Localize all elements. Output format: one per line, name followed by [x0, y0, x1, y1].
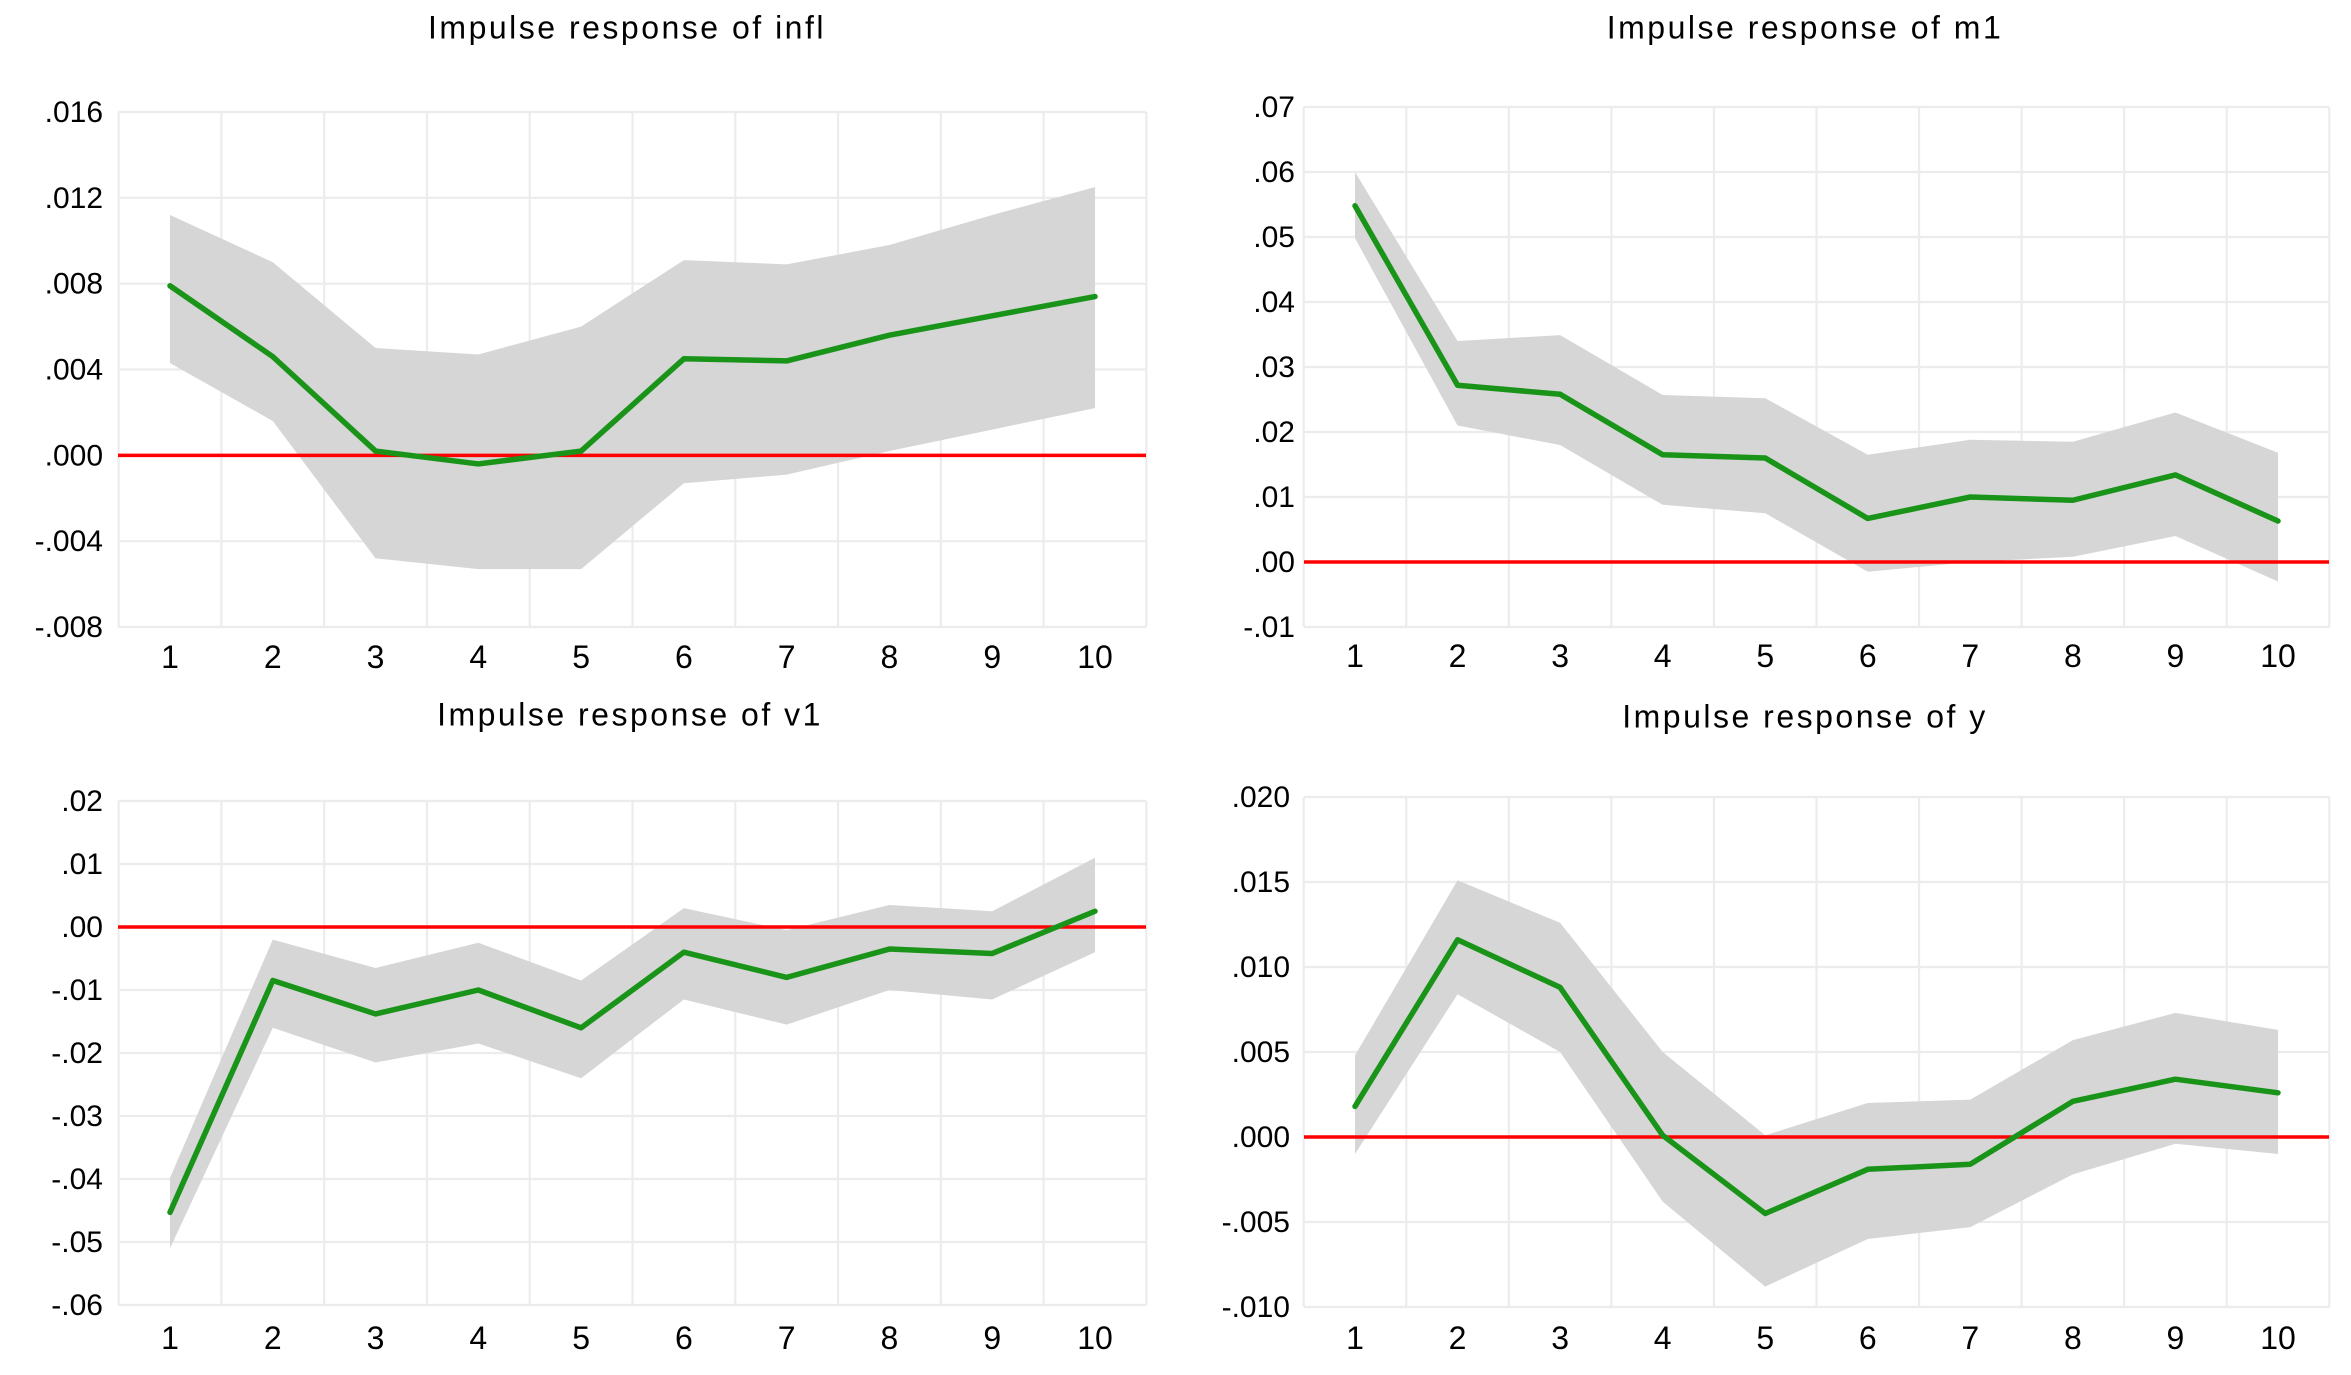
x-tick-label: 9 — [2167, 1320, 2185, 1356]
x-tick-label: 5 — [1756, 638, 1774, 674]
x-tick-label: 9 — [983, 1320, 1001, 1356]
x-tick-label: 3 — [367, 639, 385, 675]
x-tick-label: 3 — [1551, 1320, 1569, 1356]
y-tick-label: -.004 — [35, 525, 103, 558]
y-tick-label: .020 — [1232, 781, 1290, 814]
y-tick-label: .016 — [45, 96, 103, 129]
x-tick-label: 5 — [1756, 1320, 1774, 1356]
y-tick-label: .07 — [1253, 91, 1295, 124]
irf-line — [167, 908, 1098, 1216]
x-tick-label: 2 — [1449, 638, 1467, 674]
x-tick-label: 2 — [264, 1320, 282, 1356]
chart-title-y: Impulse response of y — [1622, 698, 1988, 735]
x-tick-label: 9 — [983, 639, 1001, 675]
x-tick-label: 7 — [778, 639, 796, 675]
y-tick-label: .01 — [1253, 481, 1295, 514]
y-tick-label: .02 — [1253, 416, 1295, 449]
y-tick-label: .06 — [1253, 156, 1295, 189]
irf-line — [167, 283, 1098, 467]
x-tick-label: 7 — [778, 1320, 796, 1356]
irf-line — [1352, 937, 2281, 1217]
y-tick-label: .005 — [1232, 1036, 1290, 1069]
y-tick-label: .004 — [45, 354, 103, 387]
x-tick-label: 5 — [572, 639, 590, 675]
y-tick-label: -.06 — [51, 1289, 103, 1322]
chart-impulse-response-infl: .016 .012 .008 .004 .000 -.004 -.008 1 2 3 4 5 6 7 8 9 1… — [35, 96, 1148, 675]
chart-title-m1: Impulse response of m1 — [1606, 9, 2004, 46]
x-tick-label: 6 — [675, 639, 693, 675]
x-tick-label: 4 — [469, 1320, 487, 1356]
x-tick-label: 2 — [1449, 1320, 1467, 1356]
chart-title-v1: Impulse response of v1 — [437, 696, 823, 733]
y-tick-label: -.05 — [51, 1226, 103, 1259]
x-tick-label: 6 — [1859, 1320, 1877, 1356]
x-tick-label: 8 — [881, 1320, 899, 1356]
y-tick-label: .01 — [61, 848, 103, 881]
x-tick-label: 1 — [161, 1320, 179, 1356]
y-tick-label: .000 — [1232, 1121, 1290, 1154]
x-tick-label: 4 — [1654, 638, 1672, 674]
x-tick-label: 2 — [264, 639, 282, 675]
x-tick-label: 7 — [1961, 638, 1979, 674]
x-tick-label: 5 — [572, 1320, 590, 1356]
x-tick-label: 9 — [2167, 638, 2185, 674]
x-tick-label: 7 — [1961, 1320, 1979, 1356]
chart-impulse-response-y: .020 .015 .010 .005 .000 -.005 -.010 1 2 3 4 5 6 7 8 9 1… — [1222, 781, 2331, 1356]
confidence-band — [170, 187, 1095, 570]
y-tick-label: .008 — [45, 268, 103, 301]
x-tick-label: 3 — [1551, 638, 1569, 674]
x-tick-label: 8 — [2064, 1320, 2082, 1356]
y-tick-label: .000 — [45, 439, 103, 472]
chart-title-infl: Impulse response of infl — [428, 9, 826, 46]
confidence-band — [1355, 880, 2278, 1287]
y-tick-label: .03 — [1253, 351, 1295, 384]
y-tick-label: -.03 — [51, 1100, 103, 1133]
y-tick-label: .015 — [1232, 866, 1290, 899]
chart-impulse-response-m1: .07 .06 .05 .04 .03 .02 .01 .00 -.01 1 2 3 4 5 6 7 8 9 10 — [1243, 91, 2331, 674]
x-tick-label: 6 — [1859, 638, 1877, 674]
y-tick-label: .05 — [1253, 221, 1295, 254]
y-tick-label: .010 — [1232, 951, 1290, 984]
y-tick-label: .012 — [45, 182, 103, 215]
x-tick-label: 1 — [1346, 1320, 1364, 1356]
x-tick-label: 8 — [2064, 638, 2082, 674]
y-tick-label: -.02 — [51, 1037, 103, 1070]
irf-line — [1352, 203, 2281, 524]
x-tick-label: 10 — [2260, 1320, 2296, 1356]
y-tick-label: -.04 — [51, 1163, 103, 1196]
x-tick-label: 4 — [469, 639, 487, 675]
y-tick-label: .04 — [1253, 286, 1295, 319]
y-tick-label: .02 — [61, 785, 103, 818]
confidence-band — [1355, 172, 2278, 582]
x-tick-label: 3 — [367, 1320, 385, 1356]
y-tick-label: -.01 — [51, 974, 103, 1007]
y-tick-label: .00 — [1253, 546, 1295, 579]
x-tick-label: 10 — [1077, 1320, 1113, 1356]
y-tick-label: .00 — [61, 911, 103, 944]
y-tick-label: -.01 — [1243, 611, 1295, 644]
x-tick-label: 6 — [675, 1320, 693, 1356]
x-tick-label: 4 — [1654, 1320, 1672, 1356]
x-tick-label: 10 — [1077, 639, 1113, 675]
x-tick-label: 8 — [881, 639, 899, 675]
chart-impulse-response-v1: .02 .01 .00 -.01 -.02 -.03 -.04 -.05 -.06 1 2 3 4 5 6 7… — [51, 785, 1148, 1356]
x-tick-label: 10 — [2260, 638, 2296, 674]
x-tick-label: 1 — [1346, 638, 1364, 674]
y-tick-label: -.010 — [1222, 1291, 1290, 1324]
y-tick-label: -.008 — [35, 611, 103, 644]
y-tick-label: -.005 — [1222, 1206, 1290, 1239]
x-tick-label: 1 — [161, 639, 179, 675]
